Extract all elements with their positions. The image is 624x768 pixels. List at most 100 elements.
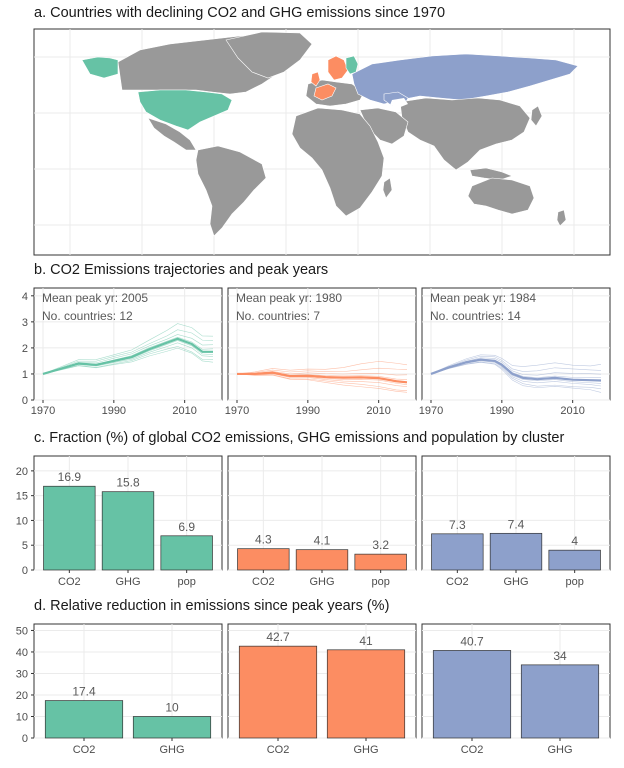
reduction-chart: 17.4 10 CO2 GHG 0 10 20 30 40 50 42.7 41 CO2 GHG 40.7 3… (16, 623, 611, 756)
x-tick-label: pop (371, 576, 389, 588)
y-tick-label: 10 (16, 515, 28, 527)
fraction-bar-value-label: 3.2 (372, 538, 389, 552)
x-tick-label: CO2 (267, 744, 290, 756)
country-trajectory-line (236, 373, 408, 391)
y-tick-label: 15 (16, 491, 28, 503)
reduction-bar-value-label: 41 (359, 634, 373, 648)
fraction-bar (101, 491, 155, 571)
country-count-annotation: No. countries: 12 (42, 309, 133, 323)
land-western-europe (313, 83, 337, 101)
fraction-chart: 16.9 15.8 6.9 CO2 GHG pop 0 5 10 15 20 4.3 4.1 3.2 CO2… (16, 455, 611, 588)
y-tick-label: 5 (22, 540, 28, 552)
x-tick-label: pop (565, 576, 583, 588)
x-tick-label: CO2 (58, 576, 81, 588)
fraction-bar (489, 532, 543, 571)
y-tick-label: 10 (16, 711, 28, 723)
fraction-bar-value-label: 4.1 (314, 534, 331, 548)
reduction-bar (132, 716, 212, 739)
fraction-panel-2: 4.3 4.1 3.2 CO2 GHG pop (227, 455, 417, 588)
fraction-bar-value-label: 7.3 (449, 518, 466, 532)
y-tick-label: 40 (16, 647, 28, 659)
reduction-bar-value-label: 40.7 (460, 634, 484, 648)
x-tick-label: CO2 (446, 576, 469, 588)
land-russia (351, 53, 579, 105)
x-tick-label: 1990 (490, 405, 514, 417)
country-trajectory-line (430, 355, 602, 375)
world-map (33, 28, 611, 256)
x-tick-label: 1990 (296, 405, 320, 417)
country-trajectory-line (42, 323, 214, 375)
x-tick-label: pop (177, 576, 195, 588)
country-trajectory-line (236, 373, 408, 393)
y-tick-label: 20 (16, 466, 28, 478)
reduction-bar (520, 664, 600, 739)
trajectory-chart: Mean peak yr: 2005 No. countries: 12 1970 1… (22, 287, 611, 417)
land-new-zealand (556, 209, 567, 227)
x-tick-label: GHG (309, 576, 334, 588)
land-japan (530, 105, 543, 127)
reduction-bar (44, 700, 124, 739)
land-mexico (147, 117, 197, 151)
fraction-bar (237, 548, 290, 571)
mean-trajectory-line (237, 371, 408, 384)
y-tick-label: 3 (22, 317, 28, 329)
country-trajectory-line (42, 329, 214, 375)
y-tick-label: 1 (22, 369, 28, 381)
reduction-bar (238, 645, 318, 739)
x-tick-label: 1990 (102, 405, 126, 417)
trajectory-panel-2: Mean peak yr: 1980 No. countries: 7 1970 19… (225, 287, 417, 417)
reduction-bar-value-label: 17.4 (72, 685, 96, 699)
x-tick-label: 1970 (31, 405, 55, 417)
land-greenland (225, 31, 313, 79)
land-norway-sweden (327, 55, 349, 81)
fraction-panel-3: 7.3 7.4 4 CO2 GHG pop (421, 455, 611, 588)
section-d-title: d. Relative reduction in emissions since… (34, 598, 390, 614)
fraction-bar-value-label: 7.4 (508, 517, 525, 531)
land-alaska (81, 56, 119, 79)
land-uk (310, 71, 321, 87)
country-trajectory-line (42, 347, 214, 375)
x-tick-label: GHG (159, 744, 184, 756)
fraction-bar (354, 553, 407, 571)
fraction-bar (43, 485, 96, 571)
peak-year-annotation: Mean peak yr: 1984 (430, 291, 536, 305)
reduction-bar-value-label: 42.7 (266, 630, 290, 644)
x-tick-label: 1970 (419, 405, 443, 417)
x-tick-label: 1970 (225, 405, 249, 417)
x-tick-label: CO2 (461, 744, 484, 756)
fraction-bar-value-label: 6.9 (178, 520, 195, 534)
country-trajectory-line (236, 367, 408, 375)
land-indonesia (469, 167, 513, 181)
fraction-bar (548, 549, 601, 571)
x-tick-label: GHG (353, 744, 378, 756)
section-c-title: c. Fraction (%) of global CO2 emissions,… (34, 430, 565, 446)
country-count-annotation: No. countries: 7 (236, 309, 320, 323)
reduction-bar (432, 650, 512, 739)
reduction-panel-1: 17.4 10 CO2 GHG 0 10 20 30 40 50 (16, 623, 223, 756)
x-tick-label: GHG (547, 744, 572, 756)
land-africa (291, 107, 385, 217)
reduction-bar-value-label: 34 (553, 649, 567, 663)
y-tick-label: 0 (22, 733, 28, 745)
black-sea (390, 98, 408, 108)
country-trajectory-line (42, 346, 214, 375)
y-tick-label: 0 (22, 395, 28, 407)
fraction-bar-value-label: 16.9 (58, 470, 82, 484)
y-tick-label: 0 (22, 565, 28, 577)
x-tick-label: GHG (115, 576, 140, 588)
fraction-bar-value-label: 15.8 (116, 476, 140, 490)
y-tick-label: 50 (16, 625, 28, 637)
trajectory-panel-3: Mean peak yr: 1984 No. countries: 14 1970 1… (419, 287, 611, 417)
fraction-bar (295, 549, 349, 571)
y-tick-label: 4 (22, 291, 28, 303)
land-south-america (195, 145, 267, 237)
x-tick-label: 2010 (560, 405, 584, 417)
x-tick-label: 2010 (172, 405, 196, 417)
peak-year-annotation: Mean peak yr: 1980 (236, 291, 342, 305)
y-tick-label: 20 (16, 690, 28, 702)
section-a-title: a. Countries with declining CO2 and GHG … (34, 5, 446, 21)
land-madagascar (382, 177, 393, 199)
x-tick-label: CO2 (73, 744, 96, 756)
fraction-bar (160, 535, 213, 571)
x-tick-label: 2010 (366, 405, 390, 417)
